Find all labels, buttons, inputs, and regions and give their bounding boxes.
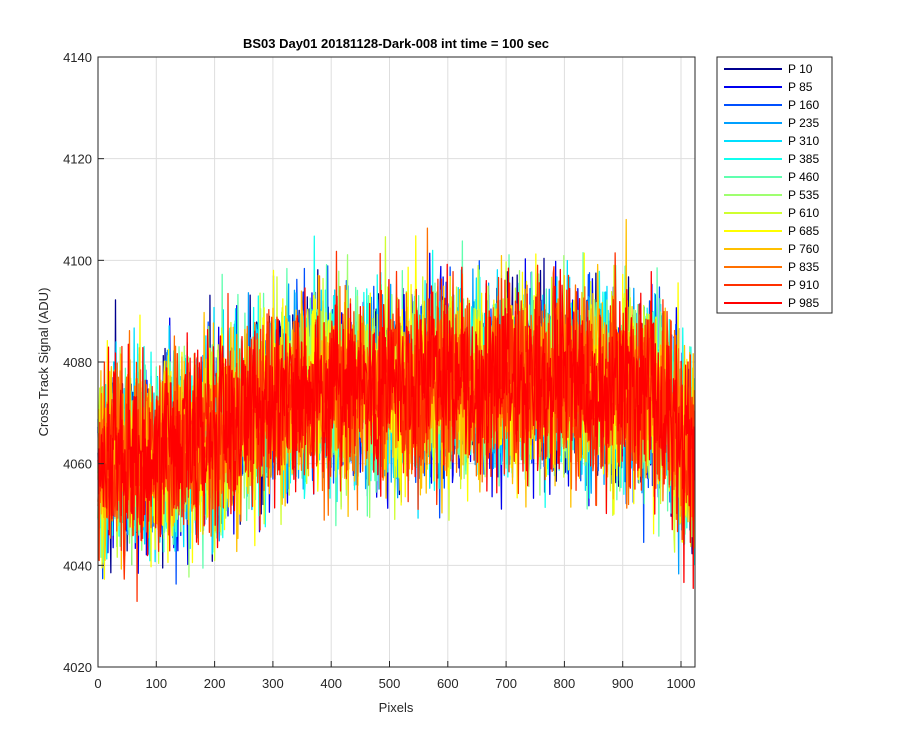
- legend-label: P 985: [788, 296, 819, 310]
- legend-label: P 310: [788, 134, 819, 148]
- x-tick-label: 1000: [667, 676, 696, 691]
- x-tick-label: 600: [437, 676, 459, 691]
- y-tick-label: 4080: [63, 355, 92, 370]
- y-tick-label: 4060: [63, 457, 92, 472]
- legend-label: P 535: [788, 188, 819, 202]
- x-tick-label: 500: [379, 676, 401, 691]
- legend-label: P 385: [788, 152, 819, 166]
- legend-label: P 910: [788, 278, 819, 292]
- legend-label: P 85: [788, 80, 813, 94]
- y-tick-label: 4100: [63, 253, 92, 268]
- legend-label: P 160: [788, 98, 819, 112]
- legend-label: P 610: [788, 206, 819, 220]
- series-line: [97, 263, 696, 590]
- legend-label: P 235: [788, 116, 819, 130]
- legend-label: P 760: [788, 242, 819, 256]
- legend-label: P 460: [788, 170, 819, 184]
- x-tick-label: 100: [145, 676, 167, 691]
- x-tick-label: 900: [612, 676, 634, 691]
- chart-title: BS03 Day01 20181128-Dark-008 int time = …: [243, 36, 549, 51]
- x-tick-label: 200: [204, 676, 226, 691]
- x-tick-label: 800: [554, 676, 576, 691]
- legend: P 10 P 85 P 160 P 235 P 310 P 385 P 460 P 535 P …: [716, 56, 833, 314]
- x-tick-label: 400: [320, 676, 342, 691]
- x-tick-label: 700: [495, 676, 517, 691]
- axis-ticks: 0 100 200 300 400 500 600 700 800 900 1000 4020 4040…: [63, 50, 695, 691]
- x-tick-label: 300: [262, 676, 284, 691]
- y-tick-label: 4020: [63, 660, 92, 675]
- y-tick-label: 4140: [63, 50, 92, 65]
- y-tick-label: 4040: [63, 558, 92, 573]
- series-lines: [97, 218, 696, 603]
- x-axis-label: Pixels: [379, 700, 414, 715]
- legend-label: P 685: [788, 224, 819, 238]
- x-tick-label: 0: [94, 676, 101, 691]
- legend-label: P 10: [788, 62, 813, 76]
- legend-label: P 835: [788, 260, 819, 274]
- legend-box: [716, 56, 833, 314]
- y-tick-label: 4120: [63, 152, 92, 167]
- y-axis-label: Cross Track Signal (ADU): [36, 288, 51, 437]
